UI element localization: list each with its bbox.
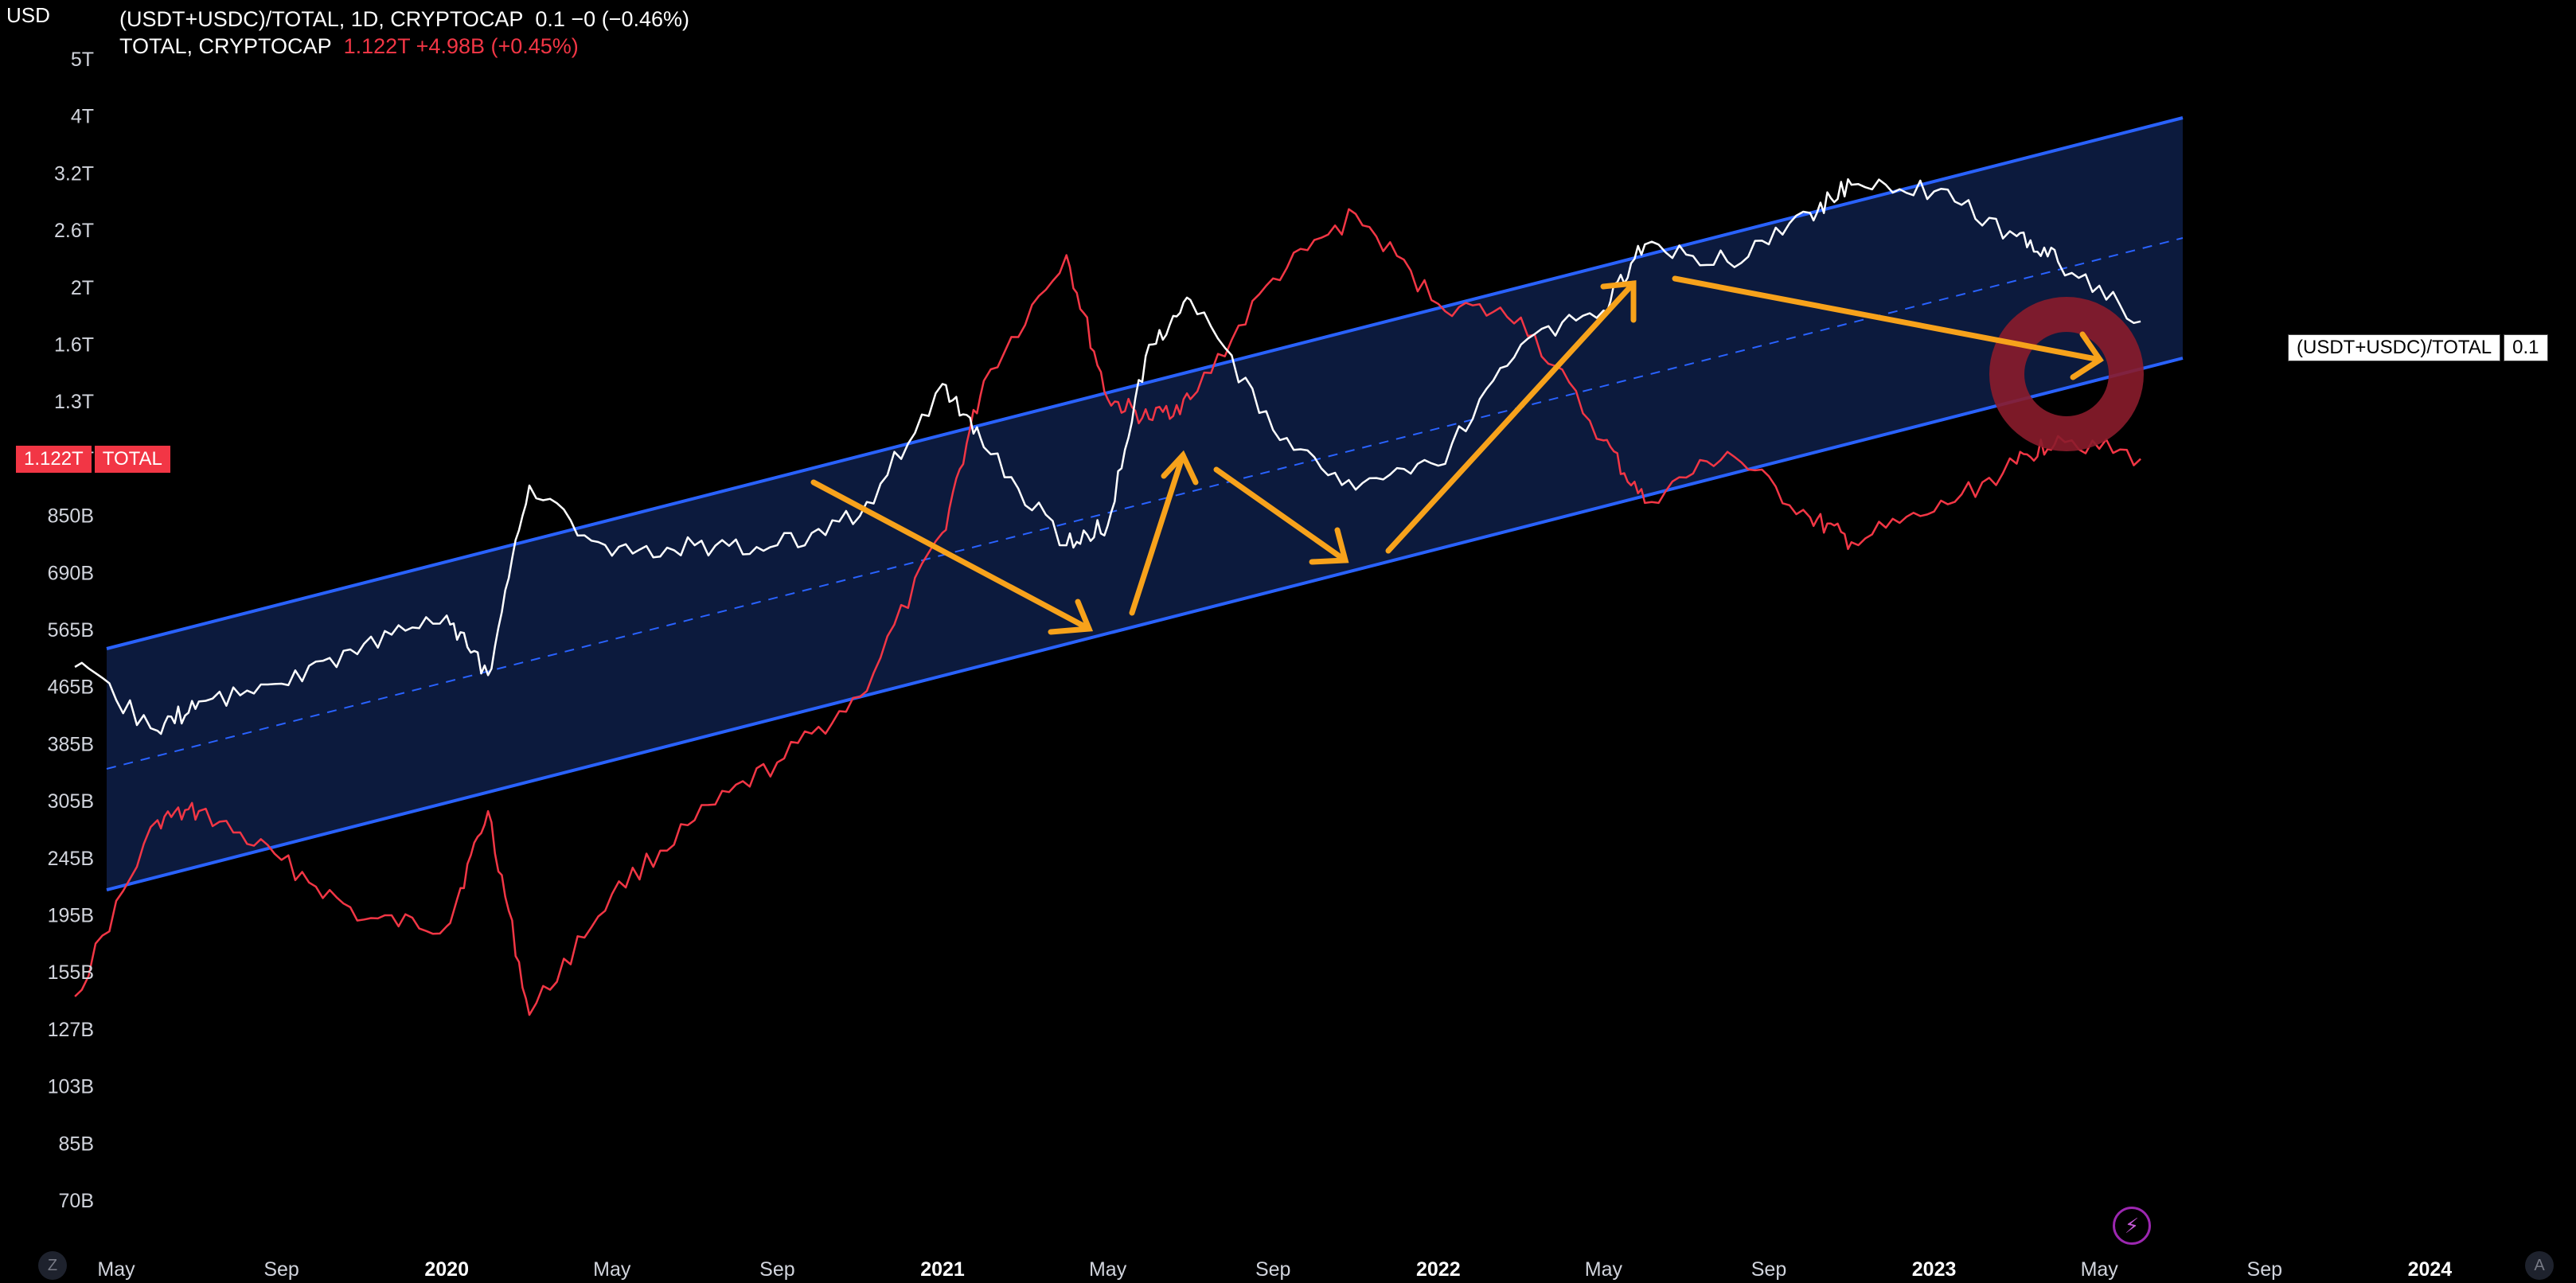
arrow-annotation-3[interactable] (1213, 466, 1349, 565)
series-line-total[interactable] (74, 208, 2141, 1016)
y-tick-label: 5T (71, 49, 94, 71)
x-tick-label: Sep (1751, 1258, 1786, 1281)
flash-icon[interactable]: ⚡ (2113, 1207, 2151, 1245)
y-tick-label: 850B (48, 505, 94, 528)
auto-scale-button[interactable]: A (2525, 1251, 2554, 1280)
y-axis-unit: USD (6, 3, 50, 27)
channel-middle-line[interactable] (106, 237, 2184, 770)
channel-upper-line[interactable] (106, 116, 2184, 650)
x-tick-label: 2023 (1912, 1258, 1957, 1281)
price-tag-total: 1.122T TOTAL (16, 446, 170, 473)
arrow-annotation-5[interactable] (1672, 275, 2104, 380)
x-tick-label: 2021 (920, 1258, 965, 1281)
y-tick-label: 85B (59, 1133, 94, 1155)
x-tick-label: Sep (2247, 1258, 2282, 1281)
y-tick-label: 1.6T (54, 334, 94, 357)
x-tick-label: May (97, 1258, 135, 1281)
arrow-annotation-4[interactable] (1385, 280, 1637, 554)
y-tick-label: 245B (48, 848, 94, 870)
x-tick-label: 2024 (2408, 1258, 2453, 1281)
legend-series1[interactable]: (USDT+USDC)/TOTAL, 1D, CRYPTOCAP 0.1 −0 … (119, 7, 689, 32)
legend-series1-value: 0.1 −0 (−0.46%) (535, 7, 690, 31)
x-tick-label: May (1089, 1258, 1127, 1281)
x-tick-label: Sep (263, 1258, 299, 1281)
price-tag-label: TOTAL (94, 446, 170, 473)
series-tag-ratio: (USDT+USDC)/TOTAL 0.1 (2288, 334, 2548, 361)
arrow-annotation-2[interactable] (1129, 450, 1199, 616)
y-tick-label: 2.6T (54, 220, 94, 242)
price-tag-value: 1.122T (16, 446, 92, 473)
y-tick-label: 3.2T (54, 162, 94, 185)
timezone-button[interactable]: Z (38, 1251, 67, 1280)
x-tick-label: 2022 (1416, 1258, 1461, 1281)
y-tick-label: 565B (48, 619, 94, 642)
series-tag-value: 0.1 (2504, 334, 2548, 361)
y-tick-label: 2T (71, 277, 94, 299)
y-tick-label: 4T (71, 106, 94, 128)
x-tick-label: Sep (1255, 1258, 1290, 1281)
legend-series2-name: TOTAL, CRYPTOCAP (119, 34, 332, 58)
y-tick-label: 690B (48, 562, 94, 584)
y-tick-label: 385B (48, 733, 94, 755)
x-tick-label: May (1585, 1258, 1623, 1281)
legend-series2[interactable]: TOTAL, CRYPTOCAP 1.122T +4.98B (+0.45%) (119, 34, 579, 59)
series-line-ratio[interactable] (74, 177, 2141, 735)
series-tag-label: (USDT+USDC)/TOTAL (2288, 334, 2501, 361)
x-tick-label: 2020 (424, 1258, 469, 1281)
x-tick-label: May (2081, 1258, 2119, 1281)
legend-series1-name: (USDT+USDC)/TOTAL, 1D, CRYPTOCAP (119, 7, 524, 31)
legend-series2-value: 1.122T +4.98B (+0.45%) (343, 34, 579, 58)
channel-lower-line[interactable] (106, 357, 2184, 891)
y-tick-label: 465B (48, 677, 94, 699)
highlight-ring (1989, 297, 2144, 451)
y-tick-label: 103B (48, 1076, 94, 1098)
x-tick-label: May (593, 1258, 631, 1281)
y-tick-label: 305B (48, 790, 94, 813)
y-tick-label: 155B (48, 961, 94, 984)
x-tick-label: Sep (759, 1258, 794, 1281)
y-tick-label: 127B (48, 1019, 94, 1041)
y-tick-label: 70B (59, 1190, 94, 1212)
y-tick-label: 195B (48, 905, 94, 927)
arrow-annotation-1[interactable] (810, 479, 1094, 635)
y-tick-label: 1.3T (54, 391, 94, 413)
